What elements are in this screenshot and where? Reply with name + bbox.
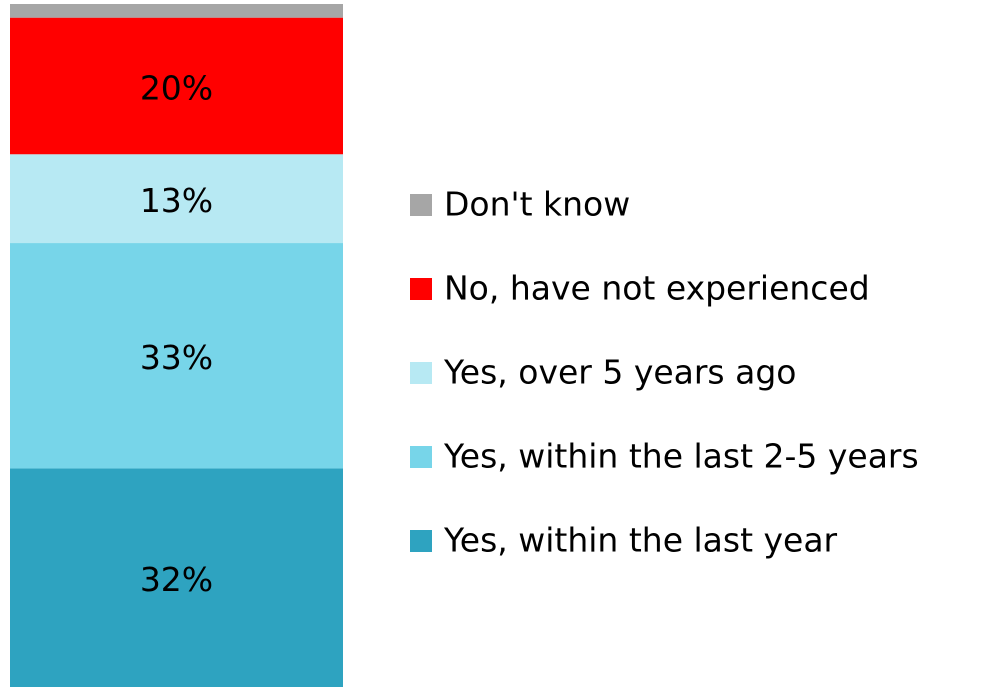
legend-label: No, have not experienced xyxy=(444,269,870,308)
legend-swatch xyxy=(410,362,432,384)
data-label: 13% xyxy=(140,181,213,220)
legend-label: Don't know xyxy=(444,185,630,224)
data-label: 20% xyxy=(140,68,213,107)
bar-segment xyxy=(10,243,343,469)
legend-label: Yes, within the last year xyxy=(443,521,838,560)
bar-segment xyxy=(10,4,343,18)
legend-swatch xyxy=(410,278,432,300)
bar-segment xyxy=(10,17,343,155)
legend-swatch xyxy=(410,194,432,216)
legend-label: Yes, over 5 years ago xyxy=(443,353,796,392)
legend-label: Yes, within the last 2-5 years xyxy=(443,437,919,476)
legend-swatch xyxy=(410,446,432,468)
bar-segment xyxy=(10,468,343,687)
legend-swatch xyxy=(410,530,432,552)
data-label: 32% xyxy=(140,560,213,599)
bar-segment xyxy=(10,154,343,244)
data-label: 33% xyxy=(140,338,213,377)
